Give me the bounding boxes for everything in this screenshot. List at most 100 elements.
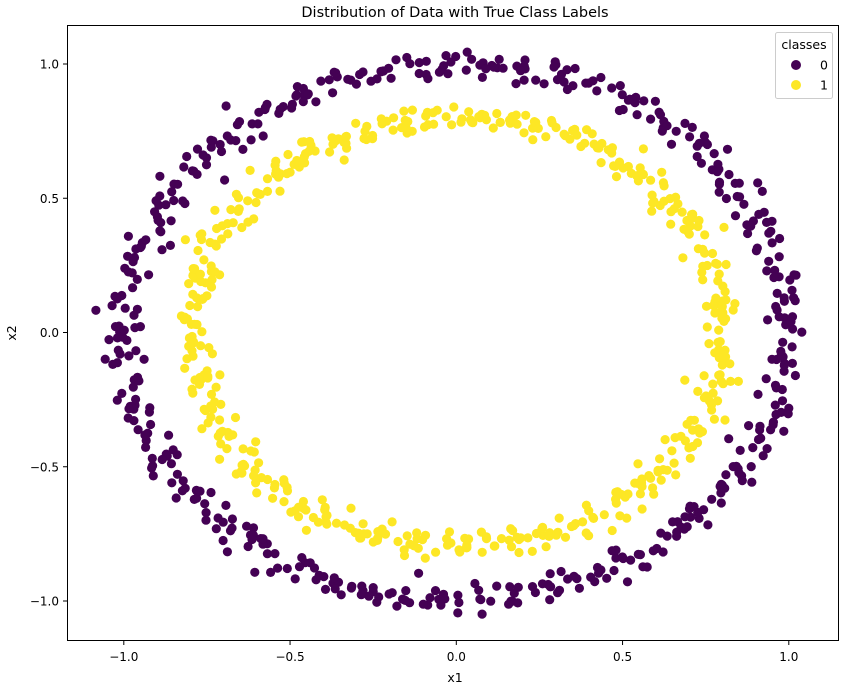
- data-point: [402, 531, 412, 541]
- data-point: [237, 222, 247, 233]
- y-tick-label: −0.5: [30, 460, 59, 474]
- data-point: [293, 512, 304, 522]
- data-point: [759, 207, 769, 217]
- data-point: [297, 137, 307, 147]
- data-point: [400, 595, 410, 606]
- data-point: [513, 582, 523, 592]
- data-point: [461, 65, 471, 75]
- data-point: [275, 104, 285, 114]
- data-point: [269, 483, 279, 493]
- data-point: [569, 521, 579, 531]
- data-point: [790, 370, 801, 381]
- legend-title: classes: [781, 37, 826, 52]
- data-point: [161, 200, 171, 210]
- data-point: [91, 305, 101, 315]
- data-point: [692, 438, 703, 448]
- data-point: [637, 168, 647, 179]
- data-point: [393, 536, 403, 547]
- data-point: [774, 312, 784, 322]
- data-point: [193, 302, 203, 312]
- data-point: [414, 68, 424, 79]
- data-point: [141, 235, 151, 245]
- data-point: [294, 562, 305, 572]
- data-point: [722, 144, 733, 154]
- data-point: [549, 62, 559, 72]
- data-point: [129, 252, 140, 263]
- data-point: [761, 374, 771, 384]
- data-point: [436, 600, 446, 610]
- y-axis-label: x2: [4, 325, 19, 340]
- data-point: [726, 376, 736, 386]
- legend-marker-class-1: [791, 80, 801, 90]
- data-point: [290, 574, 300, 584]
- data-point: [262, 174, 273, 184]
- data-point: [541, 132, 551, 142]
- data-point: [671, 126, 681, 136]
- data-point: [523, 533, 533, 543]
- data-point: [586, 572, 596, 582]
- data-point: [215, 139, 225, 150]
- data-point: [767, 354, 777, 364]
- data-point: [180, 198, 190, 209]
- data-point: [112, 395, 122, 405]
- data-point: [238, 444, 248, 454]
- data-point: [735, 445, 745, 455]
- data-point: [680, 118, 690, 128]
- data-point: [584, 506, 594, 516]
- data-point: [320, 584, 331, 595]
- data-point: [199, 255, 209, 265]
- data-point: [767, 238, 777, 248]
- data-point: [703, 520, 713, 530]
- data-point: [131, 346, 141, 356]
- data-point: [128, 382, 138, 392]
- data-point: [779, 293, 789, 303]
- data-point: [311, 97, 321, 107]
- data-point: [136, 241, 146, 251]
- chart-title: Distribution of Data with True Class Lab…: [301, 5, 608, 21]
- data-point: [657, 167, 667, 177]
- data-point: [787, 358, 798, 368]
- data-point: [490, 541, 500, 551]
- data-point: [210, 205, 220, 215]
- data-point: [218, 535, 228, 546]
- data-point: [652, 543, 662, 554]
- data-point: [112, 333, 123, 343]
- data-point: [626, 555, 636, 565]
- data-point: [399, 106, 409, 116]
- data-point: [292, 155, 302, 166]
- data-point: [447, 120, 457, 130]
- data-point: [724, 169, 734, 180]
- data-point: [147, 463, 157, 473]
- data-point: [359, 133, 369, 144]
- data-point: [696, 158, 707, 168]
- data-point: [504, 535, 514, 545]
- data-point: [155, 226, 165, 236]
- data-point: [252, 488, 262, 498]
- data-point: [187, 384, 197, 394]
- data-point: [784, 403, 794, 413]
- data-point: [132, 372, 143, 382]
- data-point: [197, 424, 207, 434]
- data-point: [505, 118, 515, 128]
- data-point: [467, 117, 477, 127]
- data-point: [481, 534, 492, 544]
- data-point: [248, 523, 259, 533]
- data-point: [746, 462, 756, 472]
- data-point: [301, 505, 311, 515]
- data-point: [541, 542, 551, 552]
- y-tick-label: 0.5: [40, 192, 59, 206]
- data-point: [669, 204, 679, 214]
- data-point: [684, 443, 694, 453]
- data-point: [504, 599, 514, 609]
- data-point: [327, 133, 337, 143]
- data-point: [178, 476, 188, 486]
- data-point: [762, 266, 772, 276]
- data-point: [210, 397, 220, 407]
- data-point: [514, 534, 524, 545]
- x-axis-label: x1: [447, 670, 462, 685]
- data-point: [551, 122, 561, 133]
- data-point: [670, 433, 680, 443]
- data-point: [303, 90, 313, 100]
- data-point: [688, 425, 698, 435]
